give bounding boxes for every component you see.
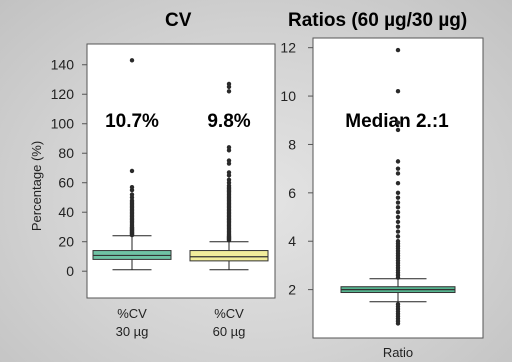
- outlier-point: [395, 214, 401, 220]
- outlier-point: [395, 120, 401, 125]
- cv-30-category-label-line1: %CV: [117, 306, 147, 321]
- outlier-point: [129, 168, 135, 174]
- y-tick-label: 6: [288, 185, 296, 201]
- outlier-point: [395, 234, 401, 239]
- outlier-point: [226, 177, 232, 182]
- y-tick-label: 4: [288, 233, 296, 249]
- box-body: [189, 250, 269, 262]
- outlier-point: [395, 224, 401, 229]
- outlier-point: [395, 166, 401, 171]
- y-tick-label: 10: [280, 88, 296, 104]
- ratio-panel-title: Ratios (60 µg/30 µg): [288, 10, 468, 31]
- y-tick-label: 12: [280, 40, 296, 56]
- y-tick-label: 40: [58, 204, 74, 220]
- outlier-point: [129, 184, 135, 190]
- cv-panel-title: CV: [165, 10, 192, 31]
- outlier-point: [395, 47, 401, 53]
- outlier-point: [226, 145, 232, 150]
- outlier-point: [226, 81, 232, 87]
- outlier-point: [395, 209, 401, 215]
- outlier-point: [395, 195, 401, 200]
- outlier-point: [226, 170, 232, 175]
- y-tick-label: 0: [66, 263, 74, 279]
- cv-30-category-label-line2: 30 µg: [116, 324, 149, 339]
- outlier-point: [395, 89, 401, 94]
- outlier-point: [226, 89, 232, 94]
- cv-y-axis-label: Percentage (%): [29, 141, 44, 231]
- outlier-point: [129, 58, 135, 63]
- outlier-point: [395, 239, 401, 244]
- ratio-x-axis-label: Ratio: [383, 345, 413, 360]
- cv-30-median-annotation: 10.7%: [105, 111, 159, 132]
- y-tick-label: 20: [58, 234, 74, 250]
- outlier-point: [395, 200, 401, 205]
- outlier-point: [395, 171, 401, 176]
- cv-60-median-annotation: 9.8%: [207, 111, 250, 132]
- chart-marks: 0 20 40 60 80 100 120 140 2 4 6 8 10 12: [51, 40, 456, 326]
- outlier-point: [395, 127, 401, 133]
- outlier-point: [395, 219, 401, 225]
- outlier-point: [395, 190, 401, 196]
- cv-60-category-label-line1: %CV: [214, 306, 244, 321]
- outlier-point: [226, 158, 232, 163]
- y-tick-label: 2: [288, 282, 296, 298]
- outlier-point: [395, 159, 401, 164]
- y-tick-label: 120: [51, 86, 75, 102]
- y-tick-label: 140: [51, 57, 75, 73]
- cv-60-category-label-line2: 60 µg: [213, 324, 246, 339]
- y-tick-label: 80: [58, 145, 74, 161]
- outlier-point: [395, 301, 401, 307]
- outlier-point: [395, 180, 401, 186]
- outlier-point: [395, 205, 401, 210]
- outlier-point: [395, 229, 401, 234]
- y-tick-label: 60: [58, 175, 74, 191]
- outlier-point: [129, 192, 135, 197]
- y-tick-label: 8: [288, 136, 296, 152]
- y-tick-label: 100: [51, 116, 75, 132]
